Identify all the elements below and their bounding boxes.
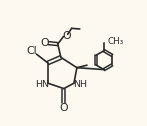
Text: O: O bbox=[60, 103, 68, 113]
Text: CH₃: CH₃ bbox=[107, 37, 123, 46]
Text: NH: NH bbox=[73, 80, 87, 89]
Text: O: O bbox=[62, 31, 71, 41]
Text: HN: HN bbox=[35, 80, 49, 89]
Text: O: O bbox=[41, 38, 49, 48]
Text: Cl: Cl bbox=[26, 46, 37, 56]
